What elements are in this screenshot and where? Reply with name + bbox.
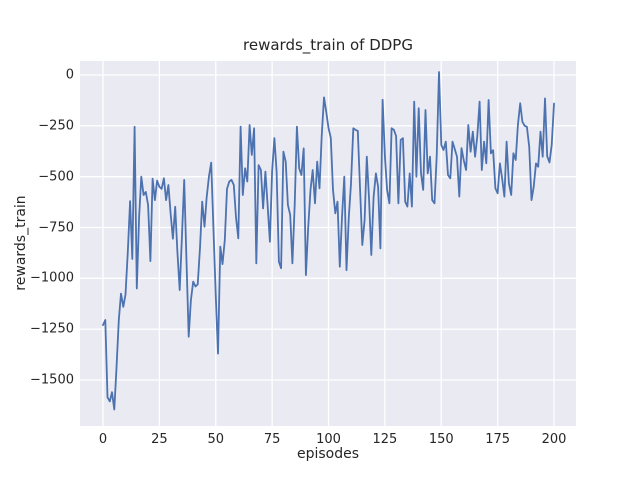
- chart-title: rewards_train of DDPG: [243, 36, 413, 54]
- y-tick-label: 0: [65, 67, 74, 83]
- y-tick-label: −1000: [30, 270, 74, 286]
- x-axis-label: episodes: [296, 446, 360, 462]
- x-tick-label: 175: [485, 432, 511, 447]
- x-tick-label: 50: [207, 432, 225, 447]
- y-tick-label: −1250: [30, 321, 74, 337]
- y-tick-label: −750: [38, 220, 74, 235]
- x-tick-label: 0: [98, 432, 108, 447]
- y-tick-label: −1500: [30, 372, 74, 388]
- x-tick-label: 75: [263, 432, 281, 447]
- x-tick-label: 125: [372, 432, 398, 447]
- reward-line: [102, 71, 555, 411]
- y-tick-label: −250: [38, 118, 74, 134]
- y-tick-label: −500: [38, 169, 74, 185]
- x-tick-label: 25: [151, 432, 168, 447]
- x-tick-label: 150: [428, 432, 454, 447]
- x-tick-label: 100: [316, 432, 341, 447]
- x-tick-label: 200: [541, 432, 567, 447]
